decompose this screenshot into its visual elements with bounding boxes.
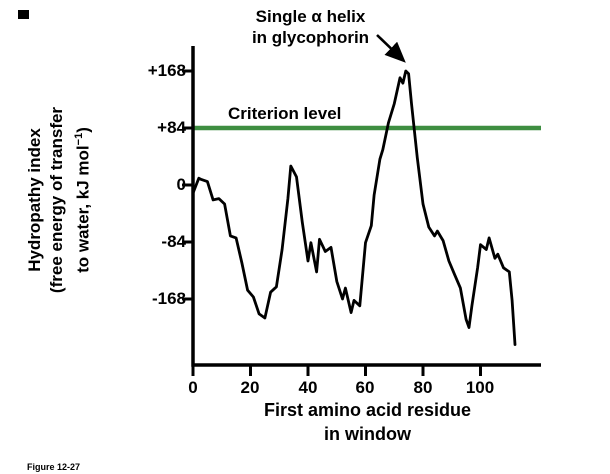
y-tick-label: -84 — [161, 232, 186, 251]
y-axis-label: Hydropathy index (free energy of transfe… — [24, 40, 93, 360]
annotation-label: Single α helix in glycophorin — [218, 6, 403, 48]
x-tick-label: 0 — [188, 378, 198, 397]
x-tick-label: 80 — [413, 378, 433, 397]
y-tick-label: 0 — [176, 175, 186, 194]
x-tick-label: 40 — [298, 378, 318, 397]
figure-caption: Figure 12-27 — [27, 462, 81, 472]
y-tick-label: +168 — [147, 61, 186, 80]
y-axis-label-line3: to water, kJ mol−1) — [68, 40, 95, 360]
x-axis-label: First amino acid residue in window — [195, 398, 540, 446]
y-axis-label-line1: Hydropathy index — [25, 128, 44, 272]
criterion-level-label: Criterion level — [228, 104, 342, 123]
y-tick-label: +84 — [157, 118, 186, 137]
annotation-line2: in glycophorin — [251, 28, 370, 47]
x-axis-label-line2: in window — [324, 424, 411, 444]
y-axis-label-units: to water, kJ mol — [73, 145, 93, 273]
y-axis-label-line2: (free energy of transfer — [47, 106, 66, 294]
annotation-line1: Single α helix — [255, 7, 366, 26]
x-tick-label: 20 — [240, 378, 260, 397]
x-axis-label-line1: First amino acid residue — [263, 400, 472, 420]
corner-mark — [18, 10, 29, 19]
y-axis-label-close: ) — [73, 127, 93, 133]
x-tick-label: 60 — [355, 378, 375, 397]
y-axis-label-exponent: −1 — [73, 132, 85, 146]
x-tick-label: 100 — [465, 378, 495, 397]
y-tick-label: -168 — [151, 289, 186, 308]
